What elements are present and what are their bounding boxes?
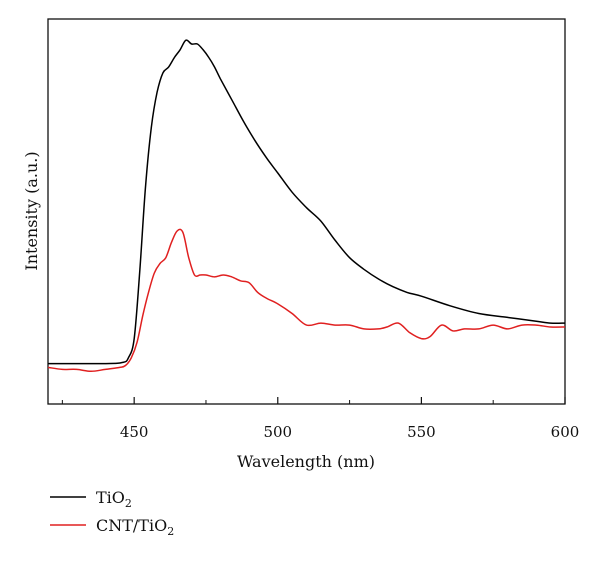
x-axis-label: Wavelength (nm) bbox=[237, 452, 375, 471]
x-tick-label-550: 550 bbox=[407, 423, 436, 441]
x-tick-label-500: 500 bbox=[263, 423, 292, 441]
y-axis-label: Intensity (a.u.) bbox=[22, 151, 41, 270]
legend-label-cnt-tio2: CNT/TiO2 bbox=[96, 516, 174, 538]
legend: TiO2 CNT/TiO2 bbox=[50, 488, 174, 538]
x-tick-label-450: 450 bbox=[120, 423, 149, 441]
x-tick-labels: 450 500 550 600 bbox=[120, 423, 579, 441]
x-ticks bbox=[61, 397, 566, 404]
legend-label-tio2: TiO2 bbox=[96, 488, 132, 510]
series-lines bbox=[47, 39, 566, 373]
legend-item-cnt-tio2: CNT/TiO2 bbox=[50, 516, 174, 538]
legend-item-tio2: TiO2 bbox=[50, 488, 132, 510]
series-line-tio2 bbox=[47, 39, 566, 365]
plot-frame bbox=[47, 18, 566, 405]
series-line-cnt-tio2 bbox=[47, 228, 566, 373]
x-tick-label-600: 600 bbox=[551, 423, 580, 441]
